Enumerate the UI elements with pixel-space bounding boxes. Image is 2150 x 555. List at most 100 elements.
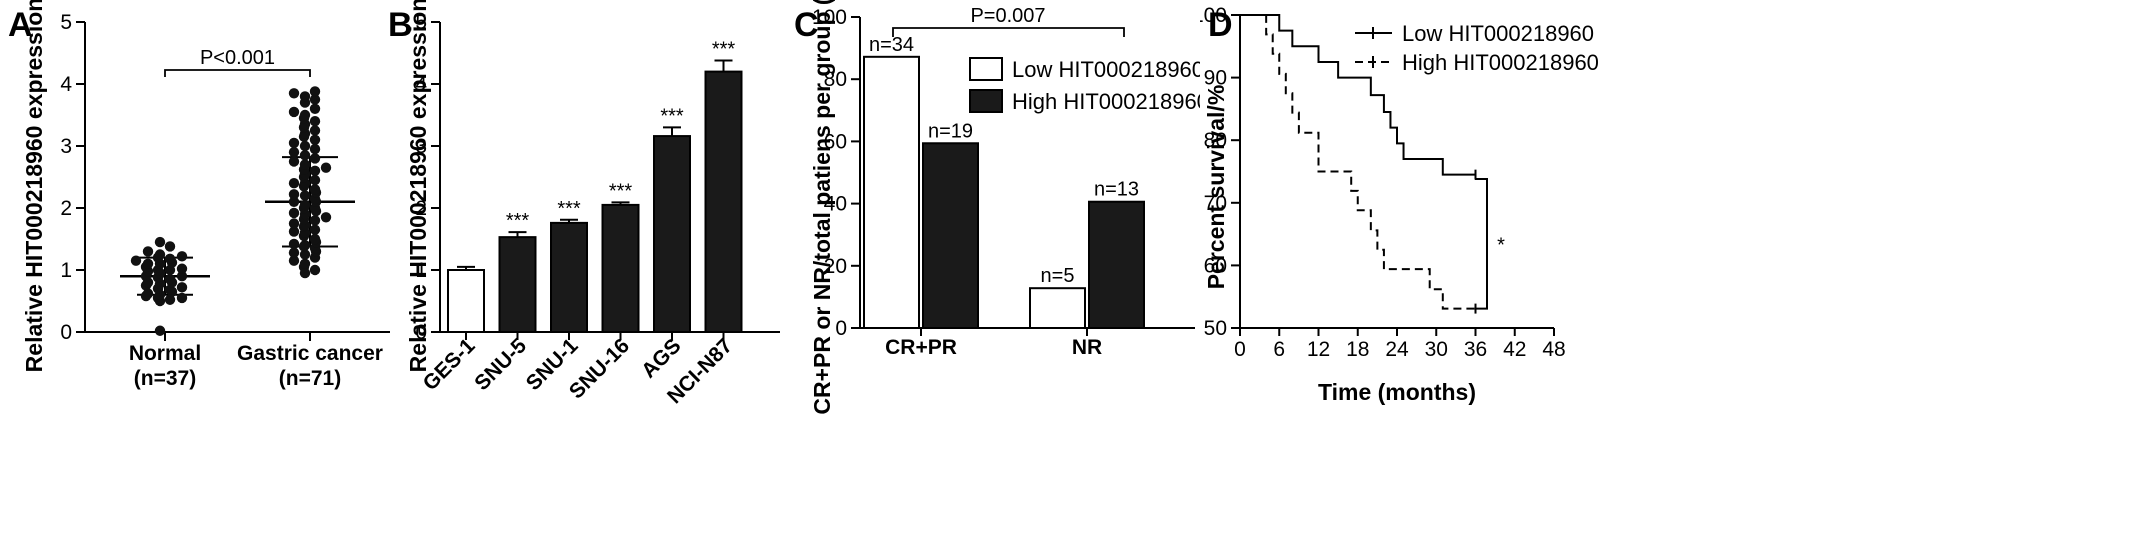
chart-a-point bbox=[309, 86, 321, 97]
chart-d-survival: D Percent survival/% Time (months) 50607… bbox=[1200, 4, 1599, 405]
chart-a-category-label: Normal bbox=[129, 342, 201, 365]
chart-d-significance-label: * bbox=[1497, 234, 1505, 256]
panel-d-letter: D bbox=[1208, 6, 1233, 44]
chart-a-point bbox=[299, 140, 311, 152]
chart-c-category-label: CR+PR bbox=[885, 336, 957, 359]
chart-a-point bbox=[299, 190, 311, 201]
chart-a-point bbox=[288, 255, 300, 266]
chart-a-y-tick-label: 4 bbox=[60, 73, 72, 96]
chart-a-point bbox=[154, 325, 166, 336]
chart-a-point bbox=[176, 263, 188, 274]
chart-a-point bbox=[288, 156, 300, 167]
chart-a-point bbox=[176, 282, 188, 293]
chart-a-point bbox=[288, 247, 300, 258]
chart-a-point bbox=[154, 249, 166, 260]
chart-b-y-tick-label: 4 bbox=[415, 73, 427, 96]
chart-d-survival-curve bbox=[1240, 14, 1476, 176]
chart-a-point bbox=[309, 184, 321, 195]
chart-a-point bbox=[309, 165, 321, 176]
chart-b-ylabel: Relative HIT000218960 expression bbox=[405, 0, 431, 372]
chart-a-point bbox=[176, 292, 188, 304]
chart-a-point bbox=[299, 240, 311, 251]
chart-a-point bbox=[164, 274, 176, 285]
chart-c-y-tick-label: 60 bbox=[824, 130, 847, 153]
chart-c-significance-label: P=0.007 bbox=[970, 5, 1045, 27]
chart-d-y-tick-label: 80 bbox=[1204, 129, 1227, 152]
chart-a-y-tick-label: 3 bbox=[60, 135, 72, 158]
chart-b-y-tick-label: 0 bbox=[415, 321, 427, 344]
chart-c-y-tick-label: 80 bbox=[824, 68, 847, 91]
chart-d-x-tick-label: 12 bbox=[1307, 338, 1330, 361]
chart-d-legend-label: Low HIT000218960 bbox=[1402, 21, 1594, 46]
chart-a-point bbox=[288, 178, 300, 189]
chart-c-legend-label: High HIT000218960 bbox=[1012, 89, 1200, 114]
chart-a-point bbox=[142, 258, 154, 269]
chart-d-y-tick-label: 70 bbox=[1204, 192, 1227, 215]
chart-a-point bbox=[299, 150, 311, 161]
chart-a-y-tick-label: 5 bbox=[60, 11, 72, 34]
chart-a-point bbox=[309, 134, 321, 145]
chart-b-y-tick-label: 1 bbox=[415, 259, 427, 282]
chart-c-category-label: NR bbox=[1072, 336, 1102, 359]
chart-a-point bbox=[299, 109, 311, 121]
chart-a-point bbox=[299, 258, 311, 269]
chart-d-x-tick-label: 24 bbox=[1385, 338, 1409, 361]
panel-a: A Relative HIT000218960 expression 0 1 2 3 4… bbox=[0, 0, 400, 555]
chart-b-bar bbox=[498, 236, 537, 333]
chart-d-x-tick-label: 18 bbox=[1346, 338, 1369, 361]
chart-d-y-tick-label: 50 bbox=[1204, 317, 1227, 340]
chart-a-point bbox=[164, 294, 176, 305]
chart-b-bar: B Relative HIT000218960 expression 01234… bbox=[388, 0, 780, 408]
chart-b-significance-stars: *** bbox=[557, 198, 581, 220]
chart-b-significance-stars: *** bbox=[609, 180, 633, 202]
chart-c-y-tick-label: 100 bbox=[812, 6, 847, 29]
chart-c-bar-n-label: n=13 bbox=[1094, 179, 1139, 201]
chart-b-y-tick-label: 5 bbox=[415, 11, 427, 34]
chart-d-x-tick-label: 36 bbox=[1464, 338, 1487, 361]
chart-b-bar bbox=[601, 203, 640, 333]
chart-c-y-tick-label: 0 bbox=[835, 317, 847, 340]
chart-a-significance-label: P<0.001 bbox=[200, 47, 275, 69]
chart-b-y-tick-label: 2 bbox=[415, 197, 427, 220]
chart-a-point bbox=[309, 264, 321, 276]
chart-a-point bbox=[309, 94, 321, 105]
panel-a-letter: A bbox=[8, 6, 33, 44]
chart-d-significance-bracket bbox=[1475, 178, 1488, 310]
panel-c: C CR+PR or NR/total patiens per group (%… bbox=[780, 0, 1200, 555]
chart-c-bar-n-label: n=5 bbox=[1041, 265, 1075, 287]
chart-a-point bbox=[309, 116, 321, 127]
panel-c-letter: C bbox=[794, 6, 819, 44]
chart-c-grouped-bar: C CR+PR or NR/total patiens per group (%… bbox=[794, 0, 1200, 415]
chart-a-point bbox=[299, 199, 311, 211]
chart-a-point bbox=[288, 207, 300, 219]
chart-a-point bbox=[309, 233, 321, 245]
chart-a-y-tick-label: 1 bbox=[60, 259, 72, 282]
chart-a-point bbox=[142, 246, 154, 257]
chart-d-legend-label: High HIT000218960 bbox=[1402, 50, 1599, 75]
chart-d-x-tick-label: 30 bbox=[1425, 338, 1448, 361]
panel-d: D Percent survival/% Time (months) 50 60 7… bbox=[1200, 0, 2150, 555]
chart-a-point bbox=[142, 288, 154, 299]
chart-d-ylabel: Percent survival/% bbox=[1203, 85, 1229, 290]
chart-a-point bbox=[320, 162, 332, 173]
chart-a-point bbox=[154, 236, 166, 248]
chart-a-ylabel: Relative HIT000218960 expression bbox=[21, 0, 47, 372]
chart-d-x-tick-label: 0 bbox=[1234, 338, 1246, 361]
chart-a-point bbox=[130, 255, 142, 266]
chart-a-point bbox=[176, 251, 188, 262]
chart-a-point bbox=[309, 143, 321, 155]
chart-c-legend-swatch bbox=[969, 89, 1003, 113]
chart-a-point bbox=[320, 212, 332, 223]
chart-d-y-tick-label: 100 bbox=[1200, 4, 1227, 27]
chart-a-point bbox=[309, 174, 321, 186]
chart-a-point bbox=[309, 103, 321, 115]
chart-a-y-tick-label: 0 bbox=[60, 321, 72, 344]
chart-c-y-tick-label: 40 bbox=[824, 193, 847, 216]
chart-b-significance-stars: *** bbox=[660, 105, 684, 127]
chart-b-bar bbox=[704, 70, 743, 333]
chart-a-point bbox=[288, 88, 300, 99]
chart-c-bar bbox=[922, 142, 979, 329]
chart-a-point bbox=[309, 125, 321, 136]
chart-c-ylabel: CR+PR or NR/total patiens per group (%) bbox=[809, 0, 835, 415]
